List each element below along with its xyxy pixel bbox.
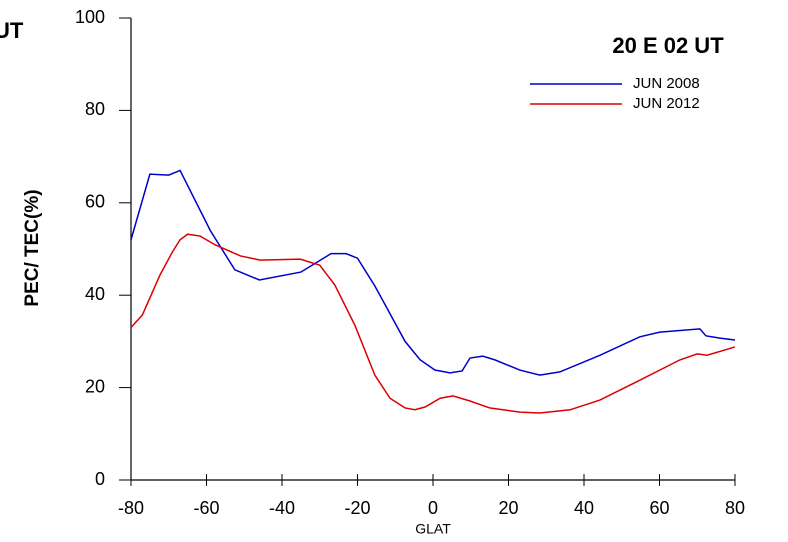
y-tick-label: 100 (75, 7, 105, 27)
legend-label: JUN 2008 (633, 75, 700, 92)
chart-title: 20 E 02 UT (612, 33, 724, 58)
y-tick-label: 40 (85, 284, 105, 304)
y-tick-label: 20 (85, 376, 105, 396)
y-tick-label: 60 (85, 192, 105, 212)
x-tick-label: -80 (118, 498, 144, 518)
x-axis-label: GLAT (415, 521, 451, 537)
x-tick-label: -60 (193, 498, 219, 518)
x-tick-label: 60 (649, 498, 669, 518)
legend-label: JUN 2012 (633, 95, 700, 112)
x-tick-label: -40 (269, 498, 295, 518)
x-tick-label: 40 (574, 498, 594, 518)
x-tick-label: 20 (498, 498, 518, 518)
clipped-annotation: UT (0, 18, 24, 43)
y-tick-label: 0 (95, 469, 105, 489)
y-tick-label: 80 (85, 99, 105, 119)
x-tick-label: -20 (344, 498, 370, 518)
data-line (130, 233, 736, 414)
x-tick-label: 80 (725, 498, 745, 518)
y-axis-label: PEC/ TEC(%) (22, 189, 43, 306)
x-tick-label: 0 (428, 498, 438, 518)
data-line (130, 169, 736, 376)
